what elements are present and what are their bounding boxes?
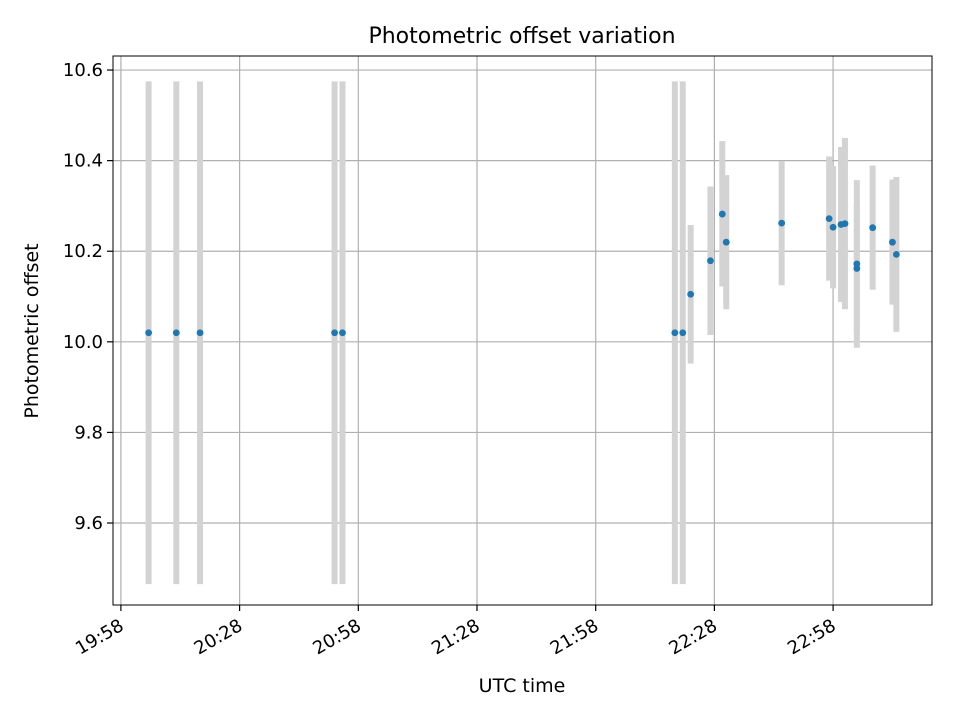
y-tick-label: 9.6	[74, 513, 103, 534]
plot-frame	[112, 55, 933, 606]
data-point	[145, 329, 153, 337]
data-point	[707, 257, 714, 265]
data-point	[196, 329, 204, 337]
y-axis-label: Photometric offset	[21, 243, 43, 418]
data-point	[841, 220, 849, 227]
data-point	[172, 329, 180, 337]
data-point	[339, 329, 346, 337]
y-tick-label: 10.6	[63, 60, 103, 81]
x-axis-label: UTC time	[479, 675, 566, 697]
plot-area	[113, 56, 932, 605]
data-point	[722, 238, 730, 246]
data-point	[671, 329, 679, 337]
data-point	[331, 329, 338, 337]
grid	[113, 56, 932, 605]
chart-title: Photometric offset variation	[368, 24, 675, 49]
data-point	[679, 329, 687, 337]
data-point	[829, 223, 837, 231]
data-point	[825, 215, 833, 223]
y-tick-label: 10.0	[63, 332, 103, 353]
data-point	[869, 224, 877, 232]
data-points	[145, 210, 900, 337]
y-tick-label: 9.8	[74, 422, 103, 443]
data-point	[889, 238, 896, 246]
data-point	[687, 290, 695, 298]
y-tick-label: 10.2	[63, 241, 103, 262]
data-point	[892, 251, 900, 258]
data-point	[853, 265, 861, 272]
data-point	[718, 210, 726, 218]
y-axis-ticks: 9.6 9.8 10.0 10.2 10.4 10.6	[63, 60, 113, 534]
data-point	[778, 219, 786, 227]
y-tick-label: 10.4	[63, 151, 103, 172]
